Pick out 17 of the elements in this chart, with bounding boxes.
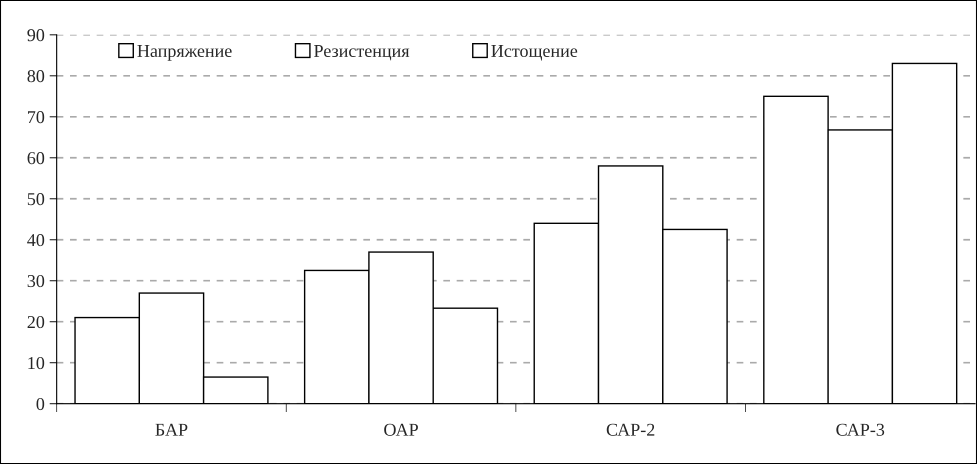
x-tick-label: ОАР	[384, 424, 418, 436]
y-tick-label: 70	[28, 111, 44, 124]
y-tick-label: 60	[28, 152, 44, 164]
legend-label: Истощение	[491, 45, 578, 61]
y-tick-label: 10	[28, 356, 44, 370]
y-tick-label: 80	[27, 70, 44, 82]
legend-label: Напряжение	[137, 45, 232, 61]
y-tick-label: 90	[27, 29, 44, 42]
x-tick-label: САР-3	[836, 424, 884, 436]
legend-label: Резистенция	[314, 45, 410, 60]
x-tick-label: САР-2	[606, 424, 654, 436]
x-tick-label: БАР	[155, 424, 188, 436]
y-tick-label: 20	[28, 316, 44, 328]
y-tick-label: 30	[28, 274, 44, 288]
y-tick-label: 50	[28, 193, 44, 206]
y-tick-label: 40	[27, 234, 44, 246]
y-tick-label: 0	[36, 398, 44, 410]
